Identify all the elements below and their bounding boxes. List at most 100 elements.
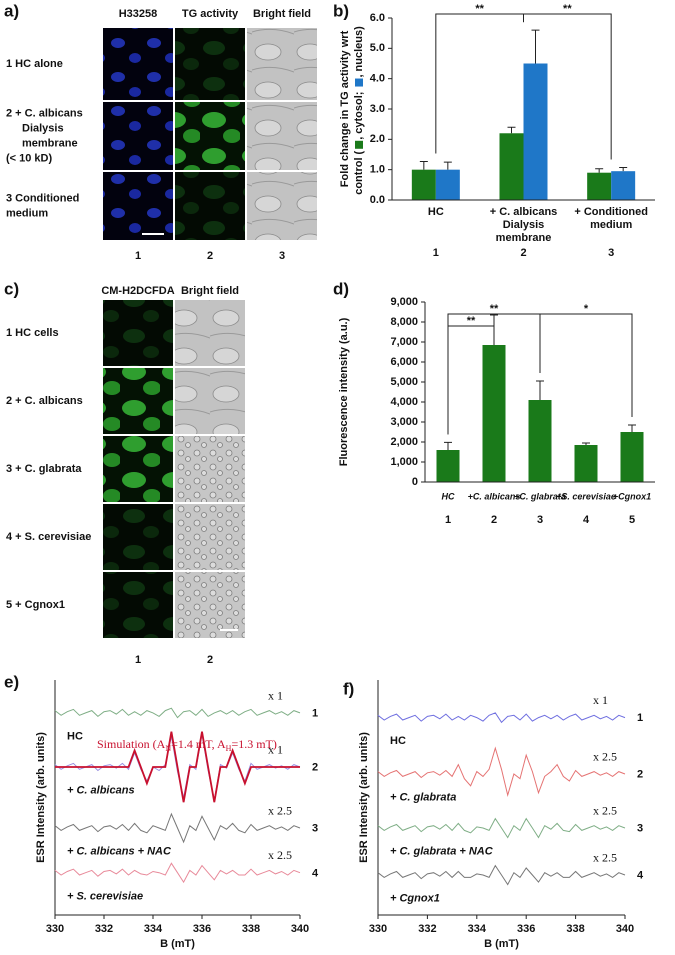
y-axis-label: Fluorescence intensity (a.u.) xyxy=(338,317,350,466)
bar xyxy=(523,63,548,200)
bar xyxy=(611,171,636,200)
x-tick-label: + C. albicans xyxy=(490,206,558,218)
error-bar xyxy=(628,424,636,432)
series-label: + C. albicans + NAC xyxy=(67,846,172,858)
bar xyxy=(574,445,598,482)
row-label: 1 HC cells xyxy=(6,327,59,339)
x-tick-label: HC xyxy=(442,491,455,501)
row-label: 2 + C. albicans xyxy=(6,107,83,119)
row-label: 3 Conditioned xyxy=(6,192,79,204)
micrograph xyxy=(247,28,317,100)
x-tick-label: 340 xyxy=(291,923,309,935)
column-number: 2 xyxy=(207,654,213,666)
trace-number: 4 xyxy=(312,867,319,879)
micrographs-c xyxy=(103,300,245,638)
panel-label: d) xyxy=(333,279,349,298)
column-number: 3 xyxy=(279,250,285,262)
x-tick-label: membrane xyxy=(496,232,552,244)
micrograph xyxy=(103,572,173,638)
category-number: 2 xyxy=(520,247,526,259)
significance-bracket xyxy=(523,13,612,160)
x-tick-label: 334 xyxy=(144,923,163,935)
bar xyxy=(435,169,460,200)
micrograph xyxy=(103,28,173,100)
scale-label: x 2.5 xyxy=(593,850,617,864)
micrograph xyxy=(103,172,173,240)
bar xyxy=(528,400,552,482)
legend-punctuation: ; xyxy=(353,92,365,96)
bar xyxy=(411,169,436,200)
x-tick-label: Dialysis xyxy=(503,219,545,231)
micrograph xyxy=(175,572,245,638)
x-tick-label: 332 xyxy=(418,923,436,935)
scale-label: x 1 xyxy=(593,693,608,707)
scale-label: x 2.5 xyxy=(268,848,292,862)
x-tick-label: 338 xyxy=(566,923,584,935)
error-bar xyxy=(536,380,544,400)
micrograph xyxy=(175,436,245,502)
y-tick-label: 7,000 xyxy=(390,336,418,348)
micrograph xyxy=(175,504,245,570)
simulation-spectrum xyxy=(55,731,300,803)
x-tick-label: 336 xyxy=(517,923,535,935)
row-label: 2 + C. albicans xyxy=(6,395,83,407)
row-label: (< 10 kD) xyxy=(6,152,52,164)
x-tick-label: +C. albicans xyxy=(468,491,521,501)
y-axis-legend: control (, cytosol;, nucleus) xyxy=(353,26,365,195)
micrographs-a xyxy=(103,28,317,240)
bar xyxy=(482,345,506,482)
y-tick-label: 3,000 xyxy=(390,416,418,428)
simulation-label-part: N xyxy=(165,744,171,753)
x-tick-label: 340 xyxy=(616,923,634,935)
category-number: 1 xyxy=(433,247,439,259)
x-tick-label: 338 xyxy=(242,923,260,935)
x-tick-label: + Conditioned xyxy=(574,206,648,218)
y-axis-label-line: control ( xyxy=(353,150,365,194)
significance-label: ** xyxy=(475,3,484,15)
y-axis-label: ESR Intensity (arb. units) xyxy=(358,732,370,863)
scale-label: x 1 xyxy=(268,688,283,702)
legend-punctuation: , xyxy=(353,74,365,77)
error-bar xyxy=(582,442,590,445)
legend-punctuation: , xyxy=(353,137,365,140)
x-axis-label: B (mT) xyxy=(484,938,519,950)
bar xyxy=(436,450,460,482)
panel-label: a) xyxy=(4,1,19,20)
y-axis-label: Fold change in TG activity wrt control (,… xyxy=(339,26,365,195)
series-label: + C. glabrata xyxy=(390,792,456,804)
x-tick-label: 330 xyxy=(46,923,64,935)
y-tick-label: 4,000 xyxy=(390,396,418,408)
panel-label: f) xyxy=(343,679,354,698)
micrograph xyxy=(247,102,317,170)
x-tick-label: +Cgnox1 xyxy=(613,491,651,501)
y-tick-label: 5,000 xyxy=(390,376,418,388)
category-number: 4 xyxy=(583,514,590,526)
simulation-label-part: =1.3 mT) xyxy=(231,737,276,751)
spectrum xyxy=(377,817,626,839)
trace-number: 3 xyxy=(637,823,643,835)
panel-label: c) xyxy=(4,279,19,298)
x-tick-label: +S. cerevisiae xyxy=(556,491,616,501)
column-header: H33258 xyxy=(119,8,158,20)
simulation-label-part: =1.4 mT, A xyxy=(171,737,226,751)
error-bar xyxy=(443,161,452,170)
x-tick-label: medium xyxy=(590,219,632,231)
x-tick-label: HC xyxy=(428,206,444,218)
row-label: 4 + S. cerevisiae xyxy=(6,531,91,543)
significance-label: ** xyxy=(467,315,476,327)
trace-number: 2 xyxy=(637,769,643,781)
spectrum xyxy=(377,864,626,886)
significance-bracket xyxy=(539,313,633,417)
column-header: CM-H2DCFDA xyxy=(101,285,174,297)
row-label: Dialysis xyxy=(22,122,64,134)
x-tick-label: 336 xyxy=(193,923,211,935)
legend-label: nucleus xyxy=(353,30,365,72)
significance-bracket xyxy=(435,13,524,154)
y-tick-label: 5.0 xyxy=(370,42,385,54)
row-label: 5 + Cgnox1 xyxy=(6,599,65,611)
scale-label: x 2.5 xyxy=(593,749,617,763)
micrograph xyxy=(175,300,245,366)
legend-label: cytosol xyxy=(353,95,365,134)
trace-number: 2 xyxy=(312,762,318,774)
simulation-label: Simulation (AN=1.4 mT, AH=1.3 mT) xyxy=(97,737,277,754)
